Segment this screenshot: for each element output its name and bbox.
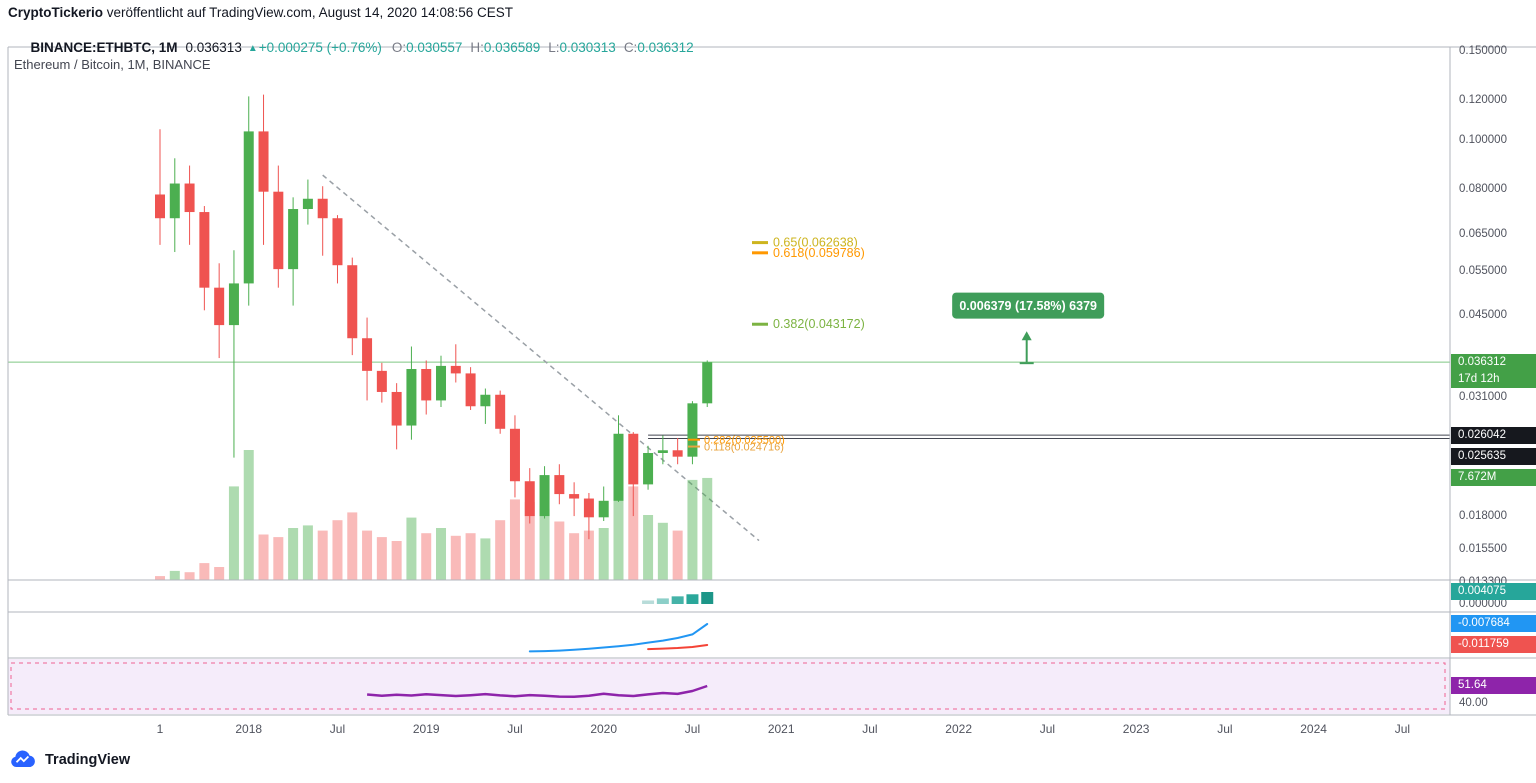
measure-callout-label: 0.006379 (17.58%) 6379 <box>959 299 1097 313</box>
fib-level-label: 0.118(0.024716) <box>704 442 784 454</box>
fib-level-label: 0.282(0.025500) <box>704 435 785 447</box>
fib-level-label: 0.65(0.062638) <box>773 236 858 250</box>
ohlc-close: C:0.036312 <box>623 40 694 55</box>
publish-line: CryptoTickerio veröffentlicht auf Tradin… <box>8 5 702 20</box>
tradingview-logo-icon <box>11 750 35 768</box>
ohlc-open: O:0.030557 <box>391 40 463 55</box>
symbol-name: BINANCE:ETHBTC, 1M <box>30 40 178 55</box>
last-price: 0.036313 <box>185 40 242 55</box>
publish-info: veröffentlicht auf TradingView.com, Augu… <box>103 5 514 20</box>
fib-level-label: 0.382(0.043172) <box>773 317 865 331</box>
tradingview-logo-text: TradingView <box>45 751 131 768</box>
publisher-name: CryptoTickerio <box>8 5 104 20</box>
up-arrow-icon: ▲ <box>247 43 258 54</box>
change-value: +0.000275 (+0.76%) <box>258 40 382 55</box>
snapshot-header: CryptoTickerio veröffentlicht auf Tradin… <box>8 5 702 70</box>
tradingview-footer: TradingView <box>8 750 130 769</box>
fib-level-label: 0.618(0.059786) <box>773 246 865 260</box>
chart-title: Ethereum / Bitcoin, 1M, BINANCE <box>14 57 211 72</box>
ohlc-high: H:0.036589 <box>470 40 541 55</box>
symbol-line: BINANCE:ETHBTC, 1M 0.036313 ▲+0.000275 (+0… <box>8 25 702 70</box>
ohlc-low: L:0.030313 <box>548 40 616 55</box>
price-change: ▲+0.000275 (+0.76%) <box>248 40 382 55</box>
